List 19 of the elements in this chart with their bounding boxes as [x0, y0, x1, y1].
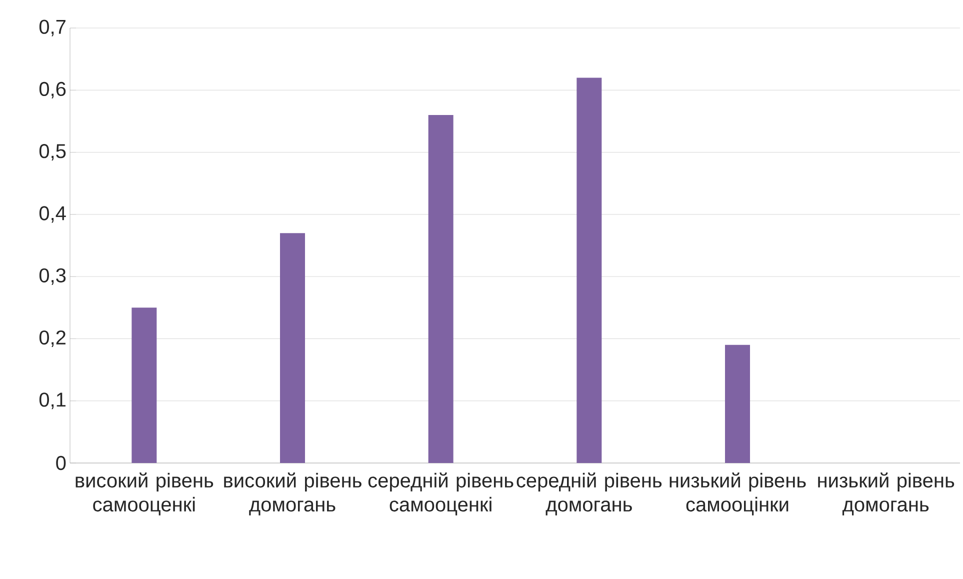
- y-tick-label: 0,6: [39, 82, 66, 98]
- x-tick-label: середній рівень домогань: [516, 472, 662, 516]
- bar: [428, 115, 454, 463]
- bar: [280, 233, 306, 463]
- x-tick-label: високий рівень домогань: [224, 472, 362, 516]
- y-tick-label: 0: [56, 456, 66, 470]
- y-tick-label: 0,1: [39, 392, 66, 410]
- y-tick-label: 0,4: [39, 206, 66, 223]
- bar: [576, 78, 602, 463]
- y-tick-label: 0,3: [39, 268, 66, 285]
- y-tick-label: 0,7: [39, 20, 66, 36]
- y-tick-label: 0,5: [39, 144, 66, 161]
- bar: [725, 344, 750, 463]
- x-tick-label: високий рівень самооценкі: [76, 472, 214, 516]
- x-tick-label: низький рівень самооцінки: [670, 472, 806, 516]
- x-tick-label: низький рівень домогань: [818, 472, 954, 516]
- x-tick-label: середній рівень самооценкі: [368, 472, 514, 516]
- bar: [132, 308, 157, 463]
- y-tick-label: 0,2: [39, 330, 66, 347]
